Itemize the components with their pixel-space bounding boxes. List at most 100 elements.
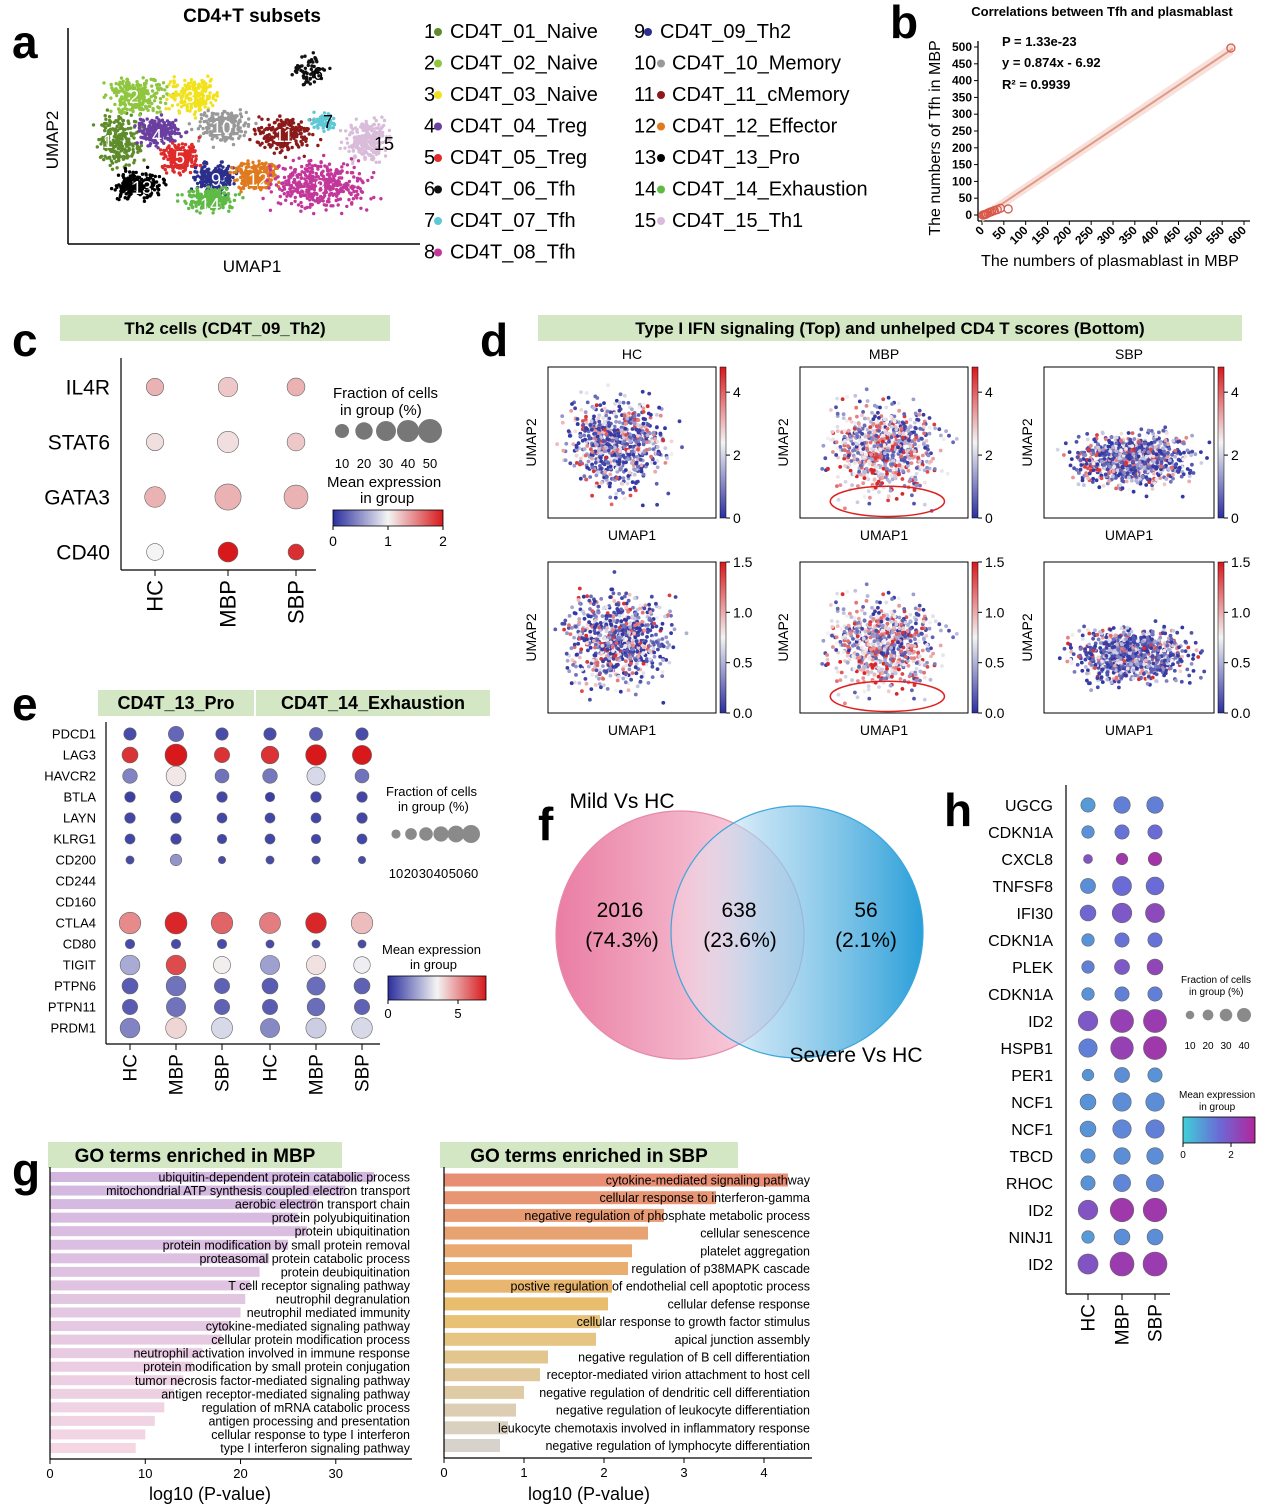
umap-cell-cluster-1 bbox=[117, 121, 122, 126]
umap-cell-cluster-1 bbox=[130, 152, 135, 156]
panel-d-cell bbox=[838, 465, 843, 469]
umap-cell-cluster-12 bbox=[243, 181, 247, 185]
umap-cell-cluster-8 bbox=[331, 177, 335, 182]
panel-d-cell bbox=[655, 413, 659, 417]
panel-d-cell bbox=[847, 453, 851, 458]
panel-d-cell bbox=[841, 416, 846, 420]
umap-cell-cluster-4 bbox=[179, 134, 183, 139]
panel-c-size-legend-tick: 40 bbox=[401, 456, 415, 471]
umap-cell-cluster-1 bbox=[111, 127, 115, 131]
umap-cell-cluster-15 bbox=[345, 136, 349, 141]
panel-d-cell bbox=[865, 473, 870, 477]
umap-cell-cluster-1 bbox=[91, 123, 96, 127]
umap-cell-cluster-1 bbox=[107, 129, 112, 133]
umap-cell-cluster-14 bbox=[183, 199, 187, 203]
umap-cell-cluster-5 bbox=[189, 158, 194, 162]
umap-cell-cluster-11 bbox=[297, 145, 301, 149]
panel-d-cell bbox=[846, 450, 851, 455]
umap-cell-cluster-6 bbox=[295, 63, 300, 68]
panel-d-cell bbox=[655, 445, 660, 449]
umap-cell-cluster-8 bbox=[370, 175, 374, 180]
umap-cell-cluster-11 bbox=[278, 114, 282, 118]
umap-cell-cluster-15 bbox=[350, 131, 355, 135]
panel-d-cell bbox=[573, 429, 578, 434]
umap-cell-cluster-2 bbox=[156, 82, 161, 87]
umap-cell-cluster-3 bbox=[202, 85, 207, 89]
panel-d-cell bbox=[845, 458, 850, 463]
umap-cell-cluster-1 bbox=[114, 135, 118, 139]
panel-d-cell bbox=[890, 453, 895, 458]
umap-cell-cluster-2 bbox=[153, 95, 158, 100]
panel-d-cell bbox=[874, 433, 879, 438]
umap-cell-cluster-8 bbox=[329, 180, 333, 184]
panel-d-cell bbox=[834, 453, 839, 457]
panel-d-cell bbox=[621, 476, 626, 480]
panel-d-cell bbox=[561, 448, 566, 453]
panel-d-cell bbox=[835, 484, 839, 488]
umap-cell-cluster-4 bbox=[133, 124, 137, 128]
panel-c-size-legend-dot bbox=[334, 423, 350, 439]
panel-d-cell bbox=[885, 426, 890, 431]
panel-d-cell bbox=[656, 452, 661, 456]
panel-d-cell bbox=[578, 433, 583, 438]
panel-d-cell bbox=[583, 410, 588, 415]
panel-b-ytick-label: 50 bbox=[959, 191, 973, 205]
panel-d-cell bbox=[629, 449, 634, 454]
panel-d-cell bbox=[878, 464, 883, 469]
umap-cell-cluster-3 bbox=[177, 109, 181, 113]
umap-cell-cluster-14 bbox=[220, 197, 224, 201]
umap-cell-cluster-13 bbox=[144, 172, 148, 176]
umap-cell-cluster-15 bbox=[380, 125, 384, 129]
umap-cell-cluster-9 bbox=[195, 170, 199, 174]
umap-cell-cluster-1 bbox=[113, 149, 117, 153]
panel-d-cell bbox=[592, 406, 596, 411]
umap-cell-cluster-2 bbox=[149, 77, 153, 82]
umap-cell-cluster-2 bbox=[109, 82, 113, 87]
panel-d-cell bbox=[884, 405, 889, 410]
umap-cell-cluster-2 bbox=[150, 89, 155, 93]
umap-cell-cluster-1 bbox=[136, 150, 140, 154]
umap-cell-cluster-1 bbox=[132, 158, 137, 162]
panel-d-cell bbox=[645, 428, 649, 433]
umap-cell-cluster-14 bbox=[194, 204, 198, 208]
panel-d-cell bbox=[607, 437, 611, 442]
panel-d-cell bbox=[835, 411, 840, 416]
umap-cell-cluster-15 bbox=[344, 129, 348, 133]
panel-d-cell bbox=[607, 424, 612, 428]
panel-d-cell bbox=[852, 472, 857, 477]
umap-cluster-label-11: 11 bbox=[275, 126, 294, 146]
panel-c-colorbar-label: 2 bbox=[439, 533, 447, 549]
legend-a-number-5: 5 bbox=[424, 147, 435, 169]
panel-d-cell bbox=[663, 426, 667, 431]
panel-d-cell bbox=[624, 433, 628, 437]
dotplot-dot bbox=[286, 377, 306, 397]
umap-cell-cluster-2 bbox=[114, 91, 119, 95]
umap-cell-cluster-9 bbox=[201, 180, 205, 184]
umap-cell-cluster-15 bbox=[354, 117, 358, 121]
panel-d-cell bbox=[896, 445, 900, 450]
panel-d-cell bbox=[655, 425, 659, 430]
legend-a-number-2: 2 bbox=[424, 53, 435, 75]
umap-cell-cluster-14 bbox=[222, 192, 226, 196]
umap-cell-cluster-2 bbox=[158, 100, 163, 105]
umap-cell-cluster-15 bbox=[365, 131, 370, 135]
umap-cell-cluster-8 bbox=[334, 187, 339, 192]
umap-cell-cluster-11 bbox=[275, 146, 279, 151]
panel-d-cell bbox=[647, 391, 652, 396]
umap-cell-cluster-8 bbox=[299, 176, 303, 181]
umap-cell-cluster-1 bbox=[126, 126, 130, 131]
panel-d-cell bbox=[599, 481, 604, 485]
panel-d-cell bbox=[842, 453, 847, 458]
panel-d-cell bbox=[618, 392, 623, 397]
umap-cell-cluster-11 bbox=[301, 137, 305, 141]
umap-cell-cluster-11 bbox=[302, 154, 306, 158]
umap-cell-cluster-8 bbox=[276, 165, 281, 169]
umap-cluster-label-12: 12 bbox=[248, 170, 268, 190]
umap-cell-cluster-4 bbox=[145, 130, 149, 134]
umap-cell-cluster-10 bbox=[211, 145, 216, 149]
umap-cell-cluster-2 bbox=[131, 109, 135, 114]
panel-d-cell bbox=[843, 506, 847, 511]
panel-d-cell bbox=[663, 446, 668, 450]
dotplot-dot bbox=[144, 486, 166, 508]
